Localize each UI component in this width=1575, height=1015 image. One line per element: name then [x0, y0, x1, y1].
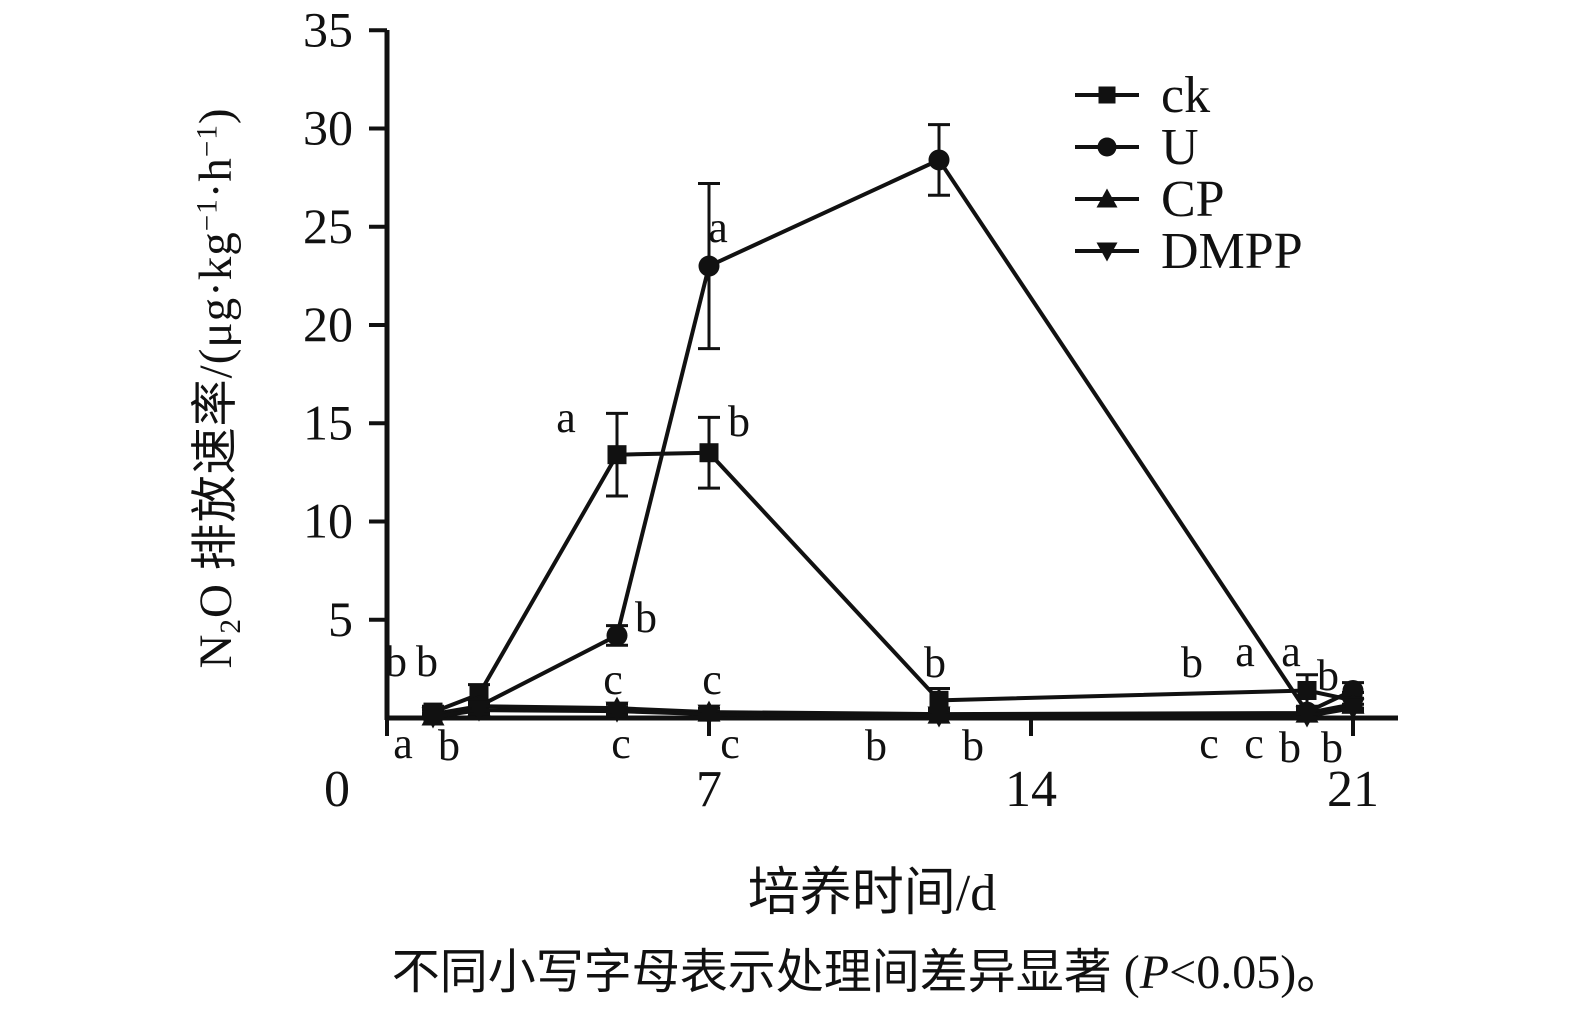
legend-item-ck: ck — [1075, 67, 1210, 124]
y-axis-title-part: ·h — [190, 157, 243, 199]
figure-caption: 不同小写字母表示处理间差异显著 (P<0.05)。 — [392, 932, 1344, 1002]
sig-letter: b — [438, 721, 460, 770]
y-axis-title-part: N — [190, 633, 243, 669]
sig-letter: b — [1317, 651, 1339, 700]
y-axis-title-part: 2 — [214, 618, 247, 634]
sig-letter: a — [708, 203, 728, 252]
sig-letter: b — [416, 637, 438, 686]
series-ck — [422, 411, 1364, 722]
x-tick-label: 0 — [324, 761, 350, 818]
marker-triangle-down — [1096, 242, 1118, 262]
sig-letter: b — [635, 593, 657, 642]
sig-letter: c — [702, 655, 722, 704]
marker-square — [607, 445, 627, 465]
legend-item-U: U — [1075, 119, 1199, 176]
marker-circle — [698, 255, 720, 277]
marker-circle — [1342, 679, 1364, 701]
marker-triangle-up — [1096, 188, 1118, 208]
marker-square — [1297, 680, 1317, 700]
x-axis-title: 培养时间/d — [747, 865, 997, 922]
y-tick-label: 30 — [303, 100, 353, 156]
y-axis-title-part: ) — [190, 107, 243, 125]
sig-letter: b — [728, 397, 750, 446]
marker-triangle-down — [605, 701, 629, 723]
caption-text-pre: 不同小写字母表示处理间差异显著 ( — [391, 946, 1140, 999]
y-tick-label: 25 — [303, 198, 353, 254]
sig-letter: c — [1199, 719, 1219, 768]
y-tick-label: 15 — [303, 394, 353, 450]
marker-square — [1098, 86, 1116, 104]
sig-letter: c — [603, 655, 623, 704]
axes: 5 10 15 20 25 30 35 0 7 14 21 — [303, 1, 1398, 818]
legend-item-DMPP: DMPP — [1075, 223, 1303, 280]
sig-letter: c — [1244, 719, 1264, 768]
legend-label: U — [1161, 119, 1199, 176]
caption-p-italic: P — [1139, 946, 1170, 999]
marker-triangle-down — [927, 706, 951, 728]
marker-circle — [1097, 137, 1117, 157]
y-tick-label: 5 — [328, 591, 353, 647]
series-line — [432, 450, 1354, 714]
sig-letter: c — [720, 719, 740, 768]
marker-triangle-down — [1295, 706, 1319, 728]
x-tick-label: 7 — [696, 761, 722, 818]
y-axis-title-part: O 排放速率/(μg·kg — [190, 231, 243, 619]
marker-triangle-down — [1341, 698, 1365, 720]
sig-letter: a — [393, 719, 413, 768]
sig-letter: b — [1181, 638, 1203, 687]
sig-letter: b — [924, 638, 946, 687]
y-axis-title: N2O 排放速率/(μg·kg−1·h−1) — [176, 107, 248, 668]
marker-triangle-down — [467, 700, 491, 722]
legend-item-CP: CP — [1075, 171, 1225, 228]
legend-label: DMPP — [1161, 223, 1303, 280]
marker-triangle-down — [697, 704, 721, 726]
sig-letter: b — [385, 637, 407, 686]
marker-square — [929, 690, 949, 710]
y-tick-label: 20 — [303, 296, 353, 352]
y-axis-title-part: −1 — [191, 124, 224, 158]
marker-square — [699, 443, 719, 463]
legend-label: ck — [1161, 67, 1210, 124]
caption-text-post: <0.05)。 — [1169, 946, 1345, 999]
series-DMPP — [421, 698, 1365, 729]
x-tick-label: 21 — [1327, 761, 1379, 818]
sig-letter: a — [556, 393, 576, 442]
sig-letter: b — [962, 721, 984, 770]
sig-letter: c — [611, 719, 631, 768]
sig-letter: b — [865, 721, 887, 770]
sig-letter: b — [1279, 723, 1301, 772]
marker-circle — [606, 624, 628, 646]
marker-triangle-down — [421, 707, 445, 729]
sig-letter: a — [1281, 627, 1301, 676]
marker-circle — [928, 149, 950, 171]
x-tick-label: 14 — [1005, 761, 1057, 818]
sig-letter: a — [1235, 627, 1255, 676]
legend-label: CP — [1161, 171, 1225, 228]
y-axis-title-part: −1 — [191, 198, 224, 232]
sig-letter: b — [1321, 723, 1343, 772]
y-tick-label: 10 — [303, 493, 353, 549]
y-tick-label: 35 — [303, 1, 353, 57]
